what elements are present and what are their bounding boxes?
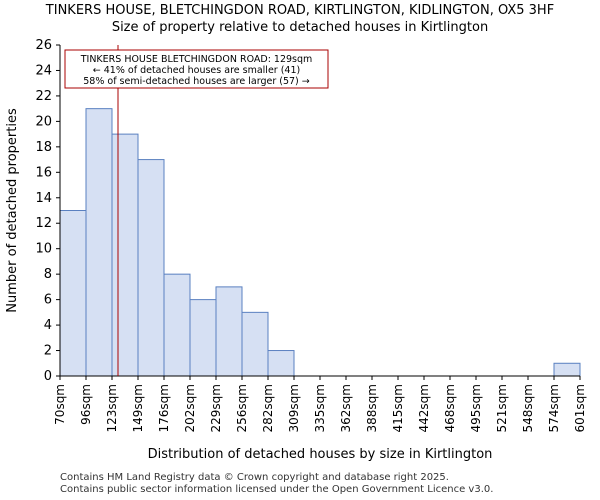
x-axis-label: Distribution of detached houses by size … [148,447,493,462]
x-tick-label: 282sqm [261,384,275,432]
x-tick-label: 335sqm [313,384,327,432]
histogram-bar [111,133,139,377]
x-tick-label: 309sqm [287,384,301,432]
y-tick-label: 24 [35,63,52,78]
x-tick-label: 96sqm [79,384,93,425]
histogram-bar [241,311,269,377]
x-tick-label: 176sqm [157,384,171,432]
chart-title: TINKERS HOUSE, BLETCHINGDON ROAD, KIRTLI… [45,3,555,18]
y-tick-label: 26 [35,38,52,53]
histogram-bar [267,350,295,377]
footer-line-2: Contains public sector information licen… [60,484,494,495]
x-tick-label: 574sqm [547,384,561,432]
x-tick-label: 521sqm [495,384,509,432]
y-tick-label: 12 [35,216,52,231]
y-tick-label: 4 [44,318,52,333]
footer-line-1: Contains HM Land Registry data © Crown c… [60,472,449,483]
y-axis-label: Number of detached properties [5,108,20,313]
y-tick-label: 0 [44,369,52,384]
histogram-bar [163,273,191,377]
x-tick-label: 495sqm [469,384,483,432]
x-tick-label: 548sqm [521,384,535,432]
y-tick-label: 20 [35,114,52,129]
y-tick-label: 16 [35,165,52,180]
histogram-bar [137,159,165,377]
histogram-bar [553,362,581,377]
y-tick-label: 18 [35,140,52,155]
histogram-bar [85,108,113,377]
histogram-bar [215,286,243,377]
x-tick-label: 468sqm [443,384,457,432]
x-tick-label: 229sqm [209,384,223,432]
chart-subtitle: Size of property relative to detached ho… [111,20,489,35]
annotation-line-2: ← 41% of detached houses are smaller (41… [93,65,300,76]
x-tick-label: 601sqm [573,384,587,432]
x-tick-label: 123sqm [105,384,119,432]
y-tick-label: 8 [44,267,52,282]
x-tick-label: 362sqm [339,384,353,432]
y-tick-label: 14 [35,191,52,206]
x-tick-label: 149sqm [131,384,145,432]
x-tick-label: 415sqm [391,384,405,432]
histogram-bar [59,210,87,377]
x-tick-label: 70sqm [53,384,67,425]
y-tick-label: 10 [35,242,52,257]
y-tick-label: 22 [35,89,52,104]
annotation-line-1: TINKERS HOUSE BLETCHINGDON ROAD: 129sqm [80,54,313,65]
x-tick-label: 442sqm [417,384,431,432]
annotation-line-3: 58% of semi-detached houses are larger (… [83,76,310,87]
histogram-bar [189,299,217,377]
x-tick-label: 388sqm [365,384,379,432]
x-tick-label: 256sqm [235,384,249,432]
annotation-box [64,49,329,89]
y-tick-label: 6 [44,293,52,308]
x-tick-label: 202sqm [183,384,197,432]
y-tick-label: 2 [44,344,52,359]
